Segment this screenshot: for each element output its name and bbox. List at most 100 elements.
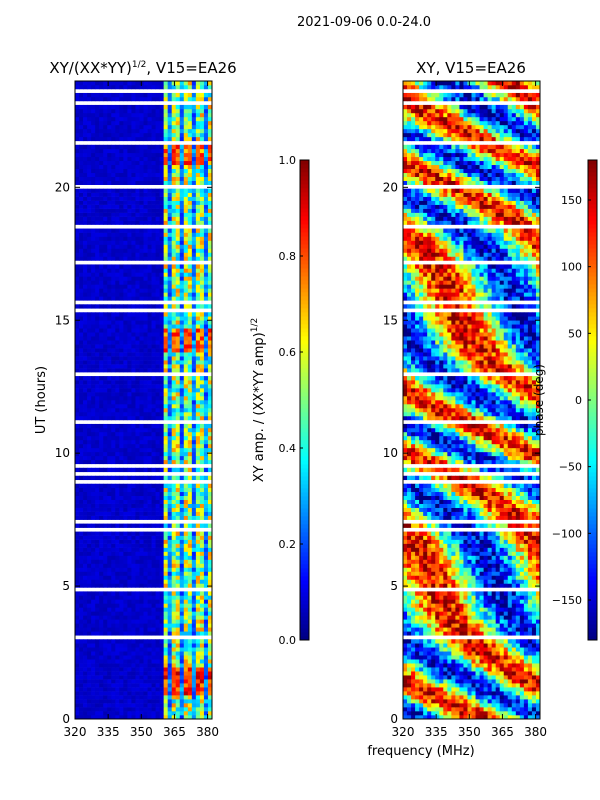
amp-cell <box>115 499 120 504</box>
amp-cell <box>107 511 112 516</box>
amp-cell <box>143 651 148 656</box>
amp-cell <box>151 340 156 345</box>
amp-cell <box>107 691 112 696</box>
amp-cell <box>79 92 84 98</box>
amp-cell <box>167 352 173 357</box>
amp-cell <box>203 364 209 369</box>
amp-cell <box>127 364 132 369</box>
amp-cell <box>203 252 209 257</box>
amp-cell <box>135 81 140 86</box>
amp-cell <box>147 575 152 580</box>
amp-cell <box>103 312 108 317</box>
amp-cell <box>203 415 209 421</box>
amp-cell <box>187 627 193 632</box>
amp-cell <box>183 495 189 500</box>
amp-cell <box>87 435 92 441</box>
amplitude-colorbar-step <box>300 520 309 525</box>
amp-cell <box>163 523 169 528</box>
amp-cell <box>123 615 128 620</box>
amp-cell <box>203 180 209 185</box>
amp-cell <box>135 204 140 209</box>
amp-cell <box>155 599 161 604</box>
amp-cell <box>95 583 100 588</box>
amp-cell <box>203 212 209 217</box>
amp-cell <box>143 384 148 389</box>
amp-cell <box>135 531 140 536</box>
amp-cell <box>131 691 136 696</box>
amp-cell <box>119 276 124 281</box>
amp-cell <box>175 503 181 508</box>
amp-cell <box>103 332 108 337</box>
amp-cell <box>79 691 84 696</box>
amp-cell <box>143 567 148 572</box>
amp-cell <box>203 160 209 166</box>
amp-cell <box>163 595 169 600</box>
amp-cell <box>199 220 205 225</box>
amp-cell <box>183 380 189 385</box>
amp-cell <box>187 212 193 217</box>
amp-cell <box>171 647 177 652</box>
amp-cell <box>103 547 108 552</box>
amp-cell <box>171 659 177 664</box>
amp-cell <box>139 360 144 365</box>
amp-cell <box>139 344 144 349</box>
amp-cell <box>195 280 201 285</box>
amp-cell <box>147 435 152 441</box>
amplitude-colorbar-step <box>300 300 309 305</box>
amp-cell <box>79 160 84 166</box>
amp-cell <box>91 551 96 556</box>
amp-cell <box>195 316 201 321</box>
amp-cell <box>143 304 148 309</box>
amp-cell <box>159 152 165 158</box>
amp-cell <box>123 236 128 241</box>
amp-cell <box>99 272 104 277</box>
amp-cell <box>143 104 148 110</box>
amp-cell <box>83 228 88 233</box>
amp-cell <box>155 639 161 644</box>
amp-cell <box>91 284 96 289</box>
amp-cell <box>91 571 96 576</box>
amp-cell <box>119 312 124 317</box>
amp-cell <box>79 415 84 421</box>
amp-cell <box>187 575 193 580</box>
amp-cell <box>175 699 181 704</box>
amp-cell <box>207 84 213 90</box>
amp-cell <box>163 364 169 369</box>
amp-cell <box>111 619 116 624</box>
amp-cell <box>167 396 173 401</box>
amp-cell <box>151 240 156 245</box>
amp-cell <box>147 695 152 700</box>
amp-cell <box>171 615 177 620</box>
amp-cell <box>203 611 209 616</box>
amp-cell <box>95 168 100 174</box>
amp-cell <box>91 344 96 349</box>
amp-cell <box>183 84 189 90</box>
amp-cell <box>147 487 152 493</box>
amp-cell <box>155 116 161 122</box>
amp-cell <box>131 455 136 461</box>
amp-cell <box>195 116 201 122</box>
amp-cell <box>91 595 96 600</box>
amp-cell <box>119 196 124 201</box>
amp-cell <box>95 356 100 361</box>
amp-cell <box>163 332 169 337</box>
amp-cell <box>79 411 84 417</box>
amp-cell <box>195 691 201 696</box>
amp-cell <box>75 392 80 397</box>
amp-cell <box>79 204 84 209</box>
amp-cell <box>123 603 128 608</box>
amp-cell <box>127 380 132 385</box>
amp-cell <box>139 535 144 540</box>
amp-cell <box>143 443 148 449</box>
amp-cell <box>175 623 181 628</box>
amp-cell <box>155 483 161 489</box>
amp-cell <box>143 176 148 181</box>
amp-cell <box>123 284 128 289</box>
amp-cell <box>83 619 88 624</box>
amp-cell <box>75 411 80 417</box>
amp-cell <box>103 663 108 668</box>
amp-cell <box>83 411 88 417</box>
amp-cell <box>75 623 80 628</box>
amp-cell <box>99 595 104 600</box>
amp-cell <box>171 411 177 417</box>
